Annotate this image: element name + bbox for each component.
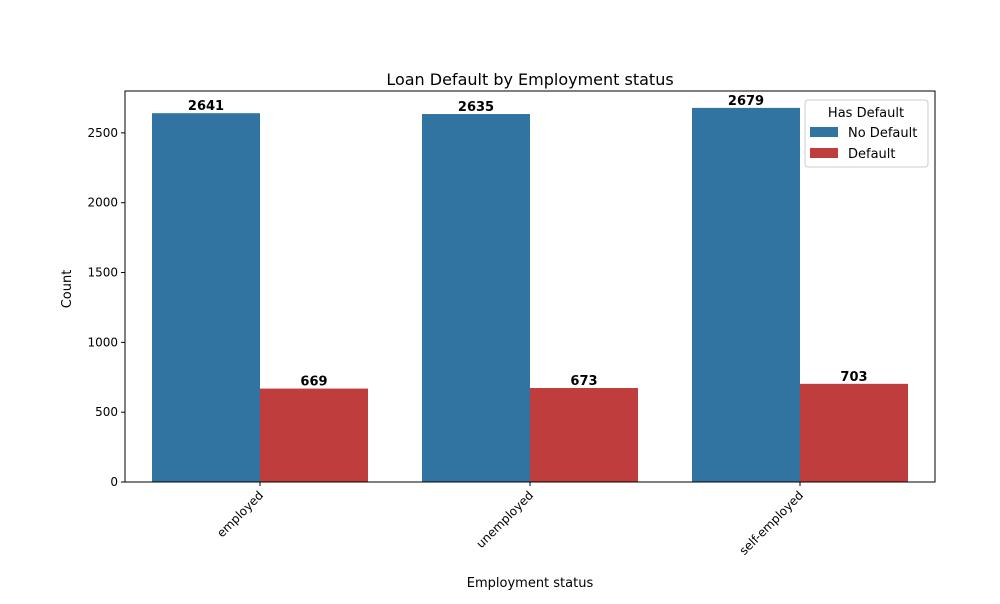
y-tick-label: 500: [95, 405, 118, 419]
legend-swatch-default: [810, 148, 838, 158]
y-tick-label: 0: [110, 475, 118, 489]
y-axis-ticks: 0 500 1000 1500 2000 2500: [87, 126, 125, 489]
bars-layer: [152, 107, 908, 482]
y-axis-label: Count: [60, 270, 75, 309]
y-tick-label: 1500: [87, 266, 118, 280]
chart-title: Loan Default by Employment status: [386, 70, 673, 89]
data-label: 2635: [458, 100, 494, 115]
data-label: 703: [840, 370, 867, 385]
bar-unemployed-no-default: [422, 114, 530, 482]
legend-title: Has Default: [828, 106, 904, 121]
legend: Has Default No Default Default: [804, 99, 929, 168]
legend-entries: No Default Default: [810, 126, 917, 162]
data-labels-layer: 2641 669 2635 673 2679 703: [188, 94, 868, 390]
data-label: 673: [570, 374, 597, 389]
y-tick-label: 1000: [87, 335, 118, 349]
x-tick-label-employed: employed: [214, 488, 266, 540]
bar-employed-default: [260, 388, 368, 482]
data-label: 2641: [188, 99, 224, 114]
bar-self-employed-no-default: [692, 107, 800, 482]
legend-label: No Default: [848, 126, 917, 141]
x-tick-label-self-employed: self-employed: [737, 488, 807, 558]
legend-swatch-no-default: [810, 127, 838, 137]
x-axis-ticks: employed unemployed self-employed: [214, 482, 806, 558]
y-tick-label: 2500: [87, 126, 118, 140]
bar-employed-no-default: [152, 113, 260, 482]
y-tick-label: 2000: [87, 196, 118, 210]
x-tick-label-unemployed: unemployed: [473, 488, 536, 551]
bar-self-employed-default: [800, 383, 908, 482]
data-label: 669: [300, 375, 327, 390]
legend-label: Default: [848, 147, 896, 162]
bar-unemployed-default: [530, 388, 638, 482]
x-axis-label: Employment status: [467, 576, 594, 591]
data-label: 2679: [728, 94, 764, 109]
